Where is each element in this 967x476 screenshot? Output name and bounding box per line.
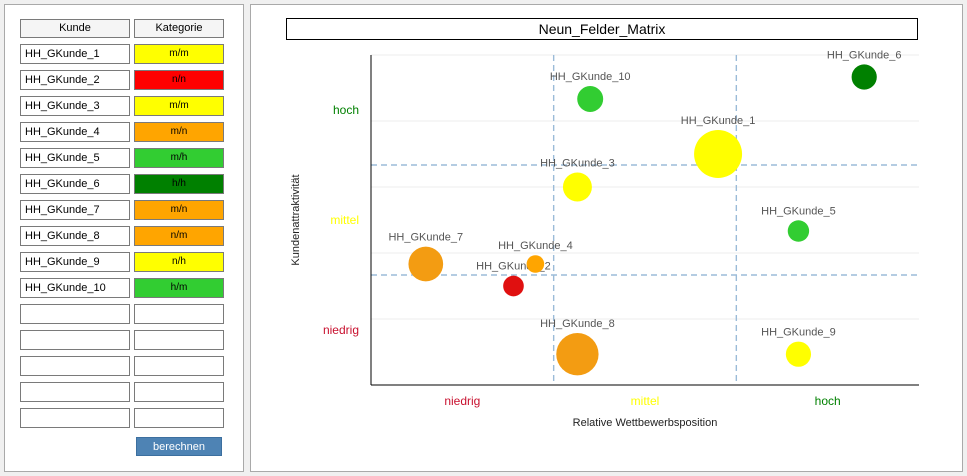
customer-name-field[interactable]: HH_GKunde_8 [20, 226, 130, 246]
bubble-label: HH_GKunde_1 [681, 115, 756, 127]
berechnen-button[interactable]: berechnen [136, 437, 222, 456]
customer-category-field[interactable]: h/h [134, 174, 224, 194]
customer-name-field[interactable]: HH_GKunde_1 [20, 44, 130, 64]
column-header-kunde: Kunde [20, 19, 130, 38]
y-category-label: niedrig [323, 323, 359, 337]
bubble-hh-gkunde-4 [526, 255, 545, 273]
nine-field-matrix-chart: niedrig mittel hoch niedrig mittel hoch Relati… [290, 49, 919, 429]
customer-name-field[interactable]: HH_GKunde_3 [20, 96, 130, 116]
bubble-hh-gkunde-10 [577, 86, 604, 112]
customer-category-field[interactable] [134, 382, 224, 402]
customer-name-field[interactable]: HH_GKunde_6 [20, 174, 130, 194]
customer-name-field[interactable]: HH_GKunde_5 [20, 148, 130, 168]
x-category-label: niedrig [444, 394, 480, 408]
bubble-label: HH_GKunde_8 [540, 318, 615, 330]
customer-category-field[interactable] [134, 408, 224, 428]
bubble-label: HH_GKunde_4 [498, 240, 573, 252]
bubble-hh-gkunde-6 [851, 64, 877, 90]
y-category-label: mittel [330, 213, 359, 227]
bubble-hh-gkunde-9 [785, 341, 812, 367]
bubble-hh-gkunde-1 [694, 130, 743, 178]
customer-category-field[interactable]: n/h [134, 252, 224, 272]
bubble-label: HH_GKunde_10 [550, 71, 631, 83]
chart-title: Neun_Felder_Matrix [286, 18, 918, 40]
x-category-label: mittel [631, 394, 660, 408]
customer-name-field[interactable]: HH_GKunde_2 [20, 70, 130, 90]
x-axis-title: Relative Wettbewerbsposition [573, 417, 718, 429]
customer-name-field[interactable]: HH_GKunde_10 [20, 278, 130, 298]
customer-name-field[interactable] [20, 304, 130, 324]
bubble-hh-gkunde-5 [787, 220, 810, 242]
customer-name-field[interactable] [20, 408, 130, 428]
customer-name-field[interactable]: HH_GKunde_4 [20, 122, 130, 142]
customer-name-field[interactable]: HH_GKunde_7 [20, 200, 130, 220]
customer-category-field[interactable] [134, 304, 224, 324]
bubble-hh-gkunde-2 [503, 275, 524, 297]
customer-category-field[interactable] [134, 330, 224, 350]
customer-name-field[interactable]: HH_GKunde_9 [20, 252, 130, 272]
x-category-label: hoch [815, 394, 841, 408]
bubble-hh-gkunde-3 [562, 172, 592, 202]
bubble-label: HH_GKunde_6 [827, 49, 902, 61]
bubble-label: HH_GKunde_3 [540, 158, 615, 170]
y-axis-title: Kundenattraktivität [290, 174, 302, 265]
customer-name-field[interactable] [20, 356, 130, 376]
customer-category-field[interactable]: n/n [134, 70, 224, 90]
bubble-label: HH_GKunde_5 [761, 205, 836, 217]
matrix-chart-panel: niedrig mittel hoch niedrig mittel hoch Relati… [250, 4, 963, 472]
customer-table-panel: Kunde Kategorie HH_GKunde_1 m/m HH_GKunde_… [4, 4, 244, 472]
y-category-label: hoch [333, 103, 359, 117]
customer-category-field[interactable]: n/m [134, 226, 224, 246]
customer-category-field[interactable]: h/m [134, 278, 224, 298]
customer-category-field[interactable]: m/m [134, 44, 224, 64]
column-header-kategorie: Kategorie [134, 19, 224, 38]
bubble-hh-gkunde-7 [408, 246, 444, 282]
bubble-label: HH_GKunde_9 [761, 327, 836, 339]
customer-category-field[interactable]: m/n [134, 200, 224, 220]
bubble-label: HH_GKunde_7 [388, 232, 463, 244]
bubble-hh-gkunde-8 [556, 333, 599, 376]
customer-category-field[interactable]: m/m [134, 96, 224, 116]
customer-category-field[interactable]: m/h [134, 148, 224, 168]
customer-name-field[interactable] [20, 330, 130, 350]
customer-category-field[interactable]: m/n [134, 122, 224, 142]
customer-category-field[interactable] [134, 356, 224, 376]
customer-name-field[interactable] [20, 382, 130, 402]
